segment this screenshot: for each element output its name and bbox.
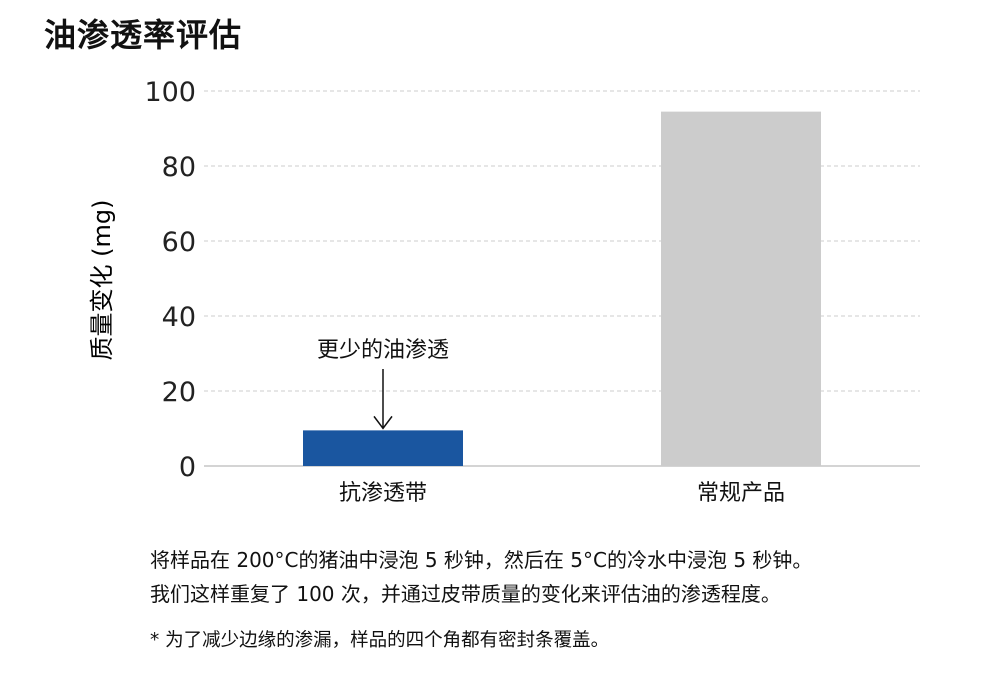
y-tick-label: 0	[179, 452, 196, 483]
annotation-text: 更少的油渗透	[317, 338, 449, 363]
x-tick-labels: 抗渗透带 常规产品	[339, 481, 785, 506]
y-tick-labels: 0 20 40 60 80 100	[144, 77, 196, 483]
bar-chart: 0 20 40 60 80 100 质量变化 (mg) 抗渗透带 常规产品 更少的油渗透	[88, 77, 920, 506]
x-tick-label: 常规产品	[697, 481, 785, 506]
y-tick-label: 40	[162, 302, 196, 333]
y-tick-label: 20	[162, 377, 196, 408]
y-tick-label: 80	[162, 152, 196, 183]
y-tick-label: 60	[162, 227, 196, 258]
y-axis-label: 质量变化 (mg)	[88, 200, 116, 361]
bar-2	[661, 111, 821, 466]
bar-1	[303, 430, 463, 466]
x-tick-label: 抗渗透带	[339, 481, 427, 506]
bars	[303, 111, 821, 466]
annotation-arrow-head	[373, 415, 393, 430]
note-line-1: 将样品在 200°C的猪油中浸泡 5 秒钟，然后在 5°C的冷水中浸泡 5 秒钟…	[150, 548, 813, 572]
chart-title: 油渗透率评估	[44, 16, 243, 54]
note-line-2: 我们这样重复了 100 次，并通过皮带质量的变化来评估油的渗透程度。	[150, 582, 781, 606]
y-tick-label: 100	[144, 77, 196, 108]
annotation: 更少的油渗透	[317, 338, 449, 430]
footnote: * 为了减少边缘的渗漏，样品的四个角都有密封条覆盖。	[150, 630, 610, 651]
